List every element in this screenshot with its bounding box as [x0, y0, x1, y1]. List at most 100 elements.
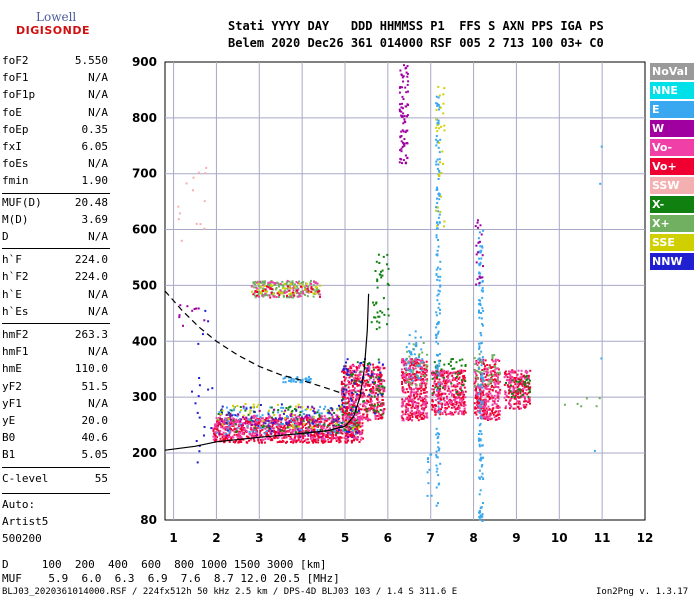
echo-point — [497, 359, 499, 361]
echo-point — [438, 400, 441, 403]
echo-point — [402, 122, 405, 125]
echo-point — [216, 428, 219, 431]
echo-point — [464, 390, 467, 393]
echo-point — [491, 366, 494, 369]
echo-point — [293, 419, 296, 422]
echo-point — [423, 364, 426, 367]
echo-point — [483, 379, 485, 382]
echo-point — [435, 333, 438, 336]
param-key: fxI — [2, 140, 22, 153]
echo-point — [373, 368, 375, 371]
echo-point — [269, 281, 272, 284]
echo-point — [347, 428, 350, 431]
echo-point — [221, 436, 224, 439]
echo-point — [376, 414, 378, 417]
echo-point — [509, 398, 512, 401]
echo-point — [366, 415, 369, 418]
echo-point — [351, 424, 354, 427]
echo-point — [286, 287, 289, 290]
echo-point — [315, 425, 318, 428]
echo-point — [317, 433, 320, 436]
echo-point — [330, 430, 333, 432]
echo-point — [357, 384, 360, 387]
echo-point — [228, 429, 231, 432]
echo-point — [339, 408, 342, 411]
echo-point — [462, 370, 465, 373]
echo-point — [524, 384, 526, 387]
echo-point — [487, 418, 490, 420]
echo-point — [484, 411, 487, 413]
echo-point — [599, 182, 602, 185]
echo-point — [451, 358, 454, 360]
echo-point — [410, 360, 413, 363]
echo-point — [405, 372, 408, 375]
echo-point — [364, 384, 367, 387]
echo-point — [439, 381, 442, 384]
echo-point — [404, 361, 407, 363]
echo-point — [254, 424, 257, 427]
echo-point — [461, 390, 464, 393]
echo-point — [366, 364, 369, 367]
echo-point — [282, 433, 285, 436]
echo-point — [275, 287, 278, 289]
echo-point — [261, 417, 264, 420]
echo-point — [402, 112, 405, 115]
echo-point — [510, 381, 513, 384]
echo-point — [298, 415, 300, 418]
echo-point — [479, 393, 482, 396]
echo-point — [407, 401, 410, 404]
echo-point — [296, 291, 299, 294]
echo-point — [383, 408, 386, 411]
echo-point — [436, 130, 439, 133]
echo-point — [457, 401, 459, 404]
echo-point — [483, 417, 485, 420]
echo-point — [402, 402, 404, 405]
echo-point — [416, 387, 419, 390]
echo-point — [329, 412, 332, 415]
echo-point — [304, 286, 306, 289]
echo-point — [247, 418, 250, 421]
echo-point — [424, 374, 427, 377]
echo-point — [257, 291, 260, 294]
echo-point — [342, 386, 345, 389]
echo-point — [464, 369, 467, 372]
echo-point — [313, 421, 316, 423]
echo-point — [440, 408, 442, 411]
echo-point — [365, 370, 368, 373]
echo-point — [482, 383, 485, 386]
echo-point — [431, 392, 434, 395]
echo-point — [368, 393, 371, 396]
echo-point — [513, 396, 516, 399]
echo-point — [238, 431, 241, 434]
echo-point — [399, 103, 401, 106]
echo-point — [312, 295, 315, 298]
echo-point — [284, 427, 287, 430]
echo-point — [410, 388, 413, 391]
echo-point — [255, 435, 258, 438]
echo-point — [380, 414, 382, 417]
echo-point — [278, 291, 281, 294]
echo-point — [371, 381, 374, 384]
echo-point — [279, 414, 282, 416]
echo-point — [257, 294, 260, 297]
echo-point — [399, 135, 402, 138]
echo-point — [383, 390, 386, 393]
echo-point — [234, 439, 237, 442]
echo-point — [266, 433, 268, 436]
echo-point — [435, 163, 438, 166]
echo-point — [414, 359, 417, 362]
echo-point — [274, 421, 277, 424]
echo-point — [344, 384, 347, 387]
echo-point — [406, 381, 409, 383]
echo-point — [507, 379, 509, 382]
echo-point — [265, 434, 268, 437]
echo-point — [513, 370, 516, 373]
echo-point — [282, 429, 285, 432]
echo-point — [434, 411, 437, 413]
echo-point — [376, 398, 379, 401]
echo-point — [451, 394, 453, 397]
echo-point — [258, 441, 261, 444]
echo-point — [380, 374, 383, 377]
echo-point — [246, 420, 249, 423]
echo-point — [310, 429, 313, 432]
